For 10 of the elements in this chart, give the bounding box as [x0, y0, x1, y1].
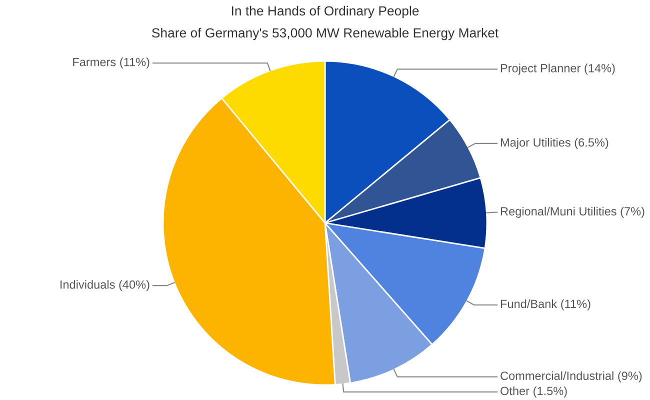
slice-label: Other (1.5%)	[500, 386, 567, 398]
slice-label: Regional/Muni Utilities (7%)	[500, 206, 644, 218]
slice-label: Project Planner (14%)	[500, 64, 615, 75]
chart-title: In the Hands of Ordinary People	[232, 6, 419, 18]
slice-label: Major Utilities (6.5%)	[500, 138, 608, 149]
chart-subtitle: Share of Germany's 53,000 MW Renewable Energy Market	[152, 28, 499, 40]
slice-label: Farmers (11%)	[73, 58, 150, 69]
slice-label: Individuals (40%)	[60, 280, 150, 292]
slice-label: Commercial/Industrial (9%)	[500, 371, 642, 382]
slice-label: Fund/Bank (11%)	[500, 299, 590, 310]
